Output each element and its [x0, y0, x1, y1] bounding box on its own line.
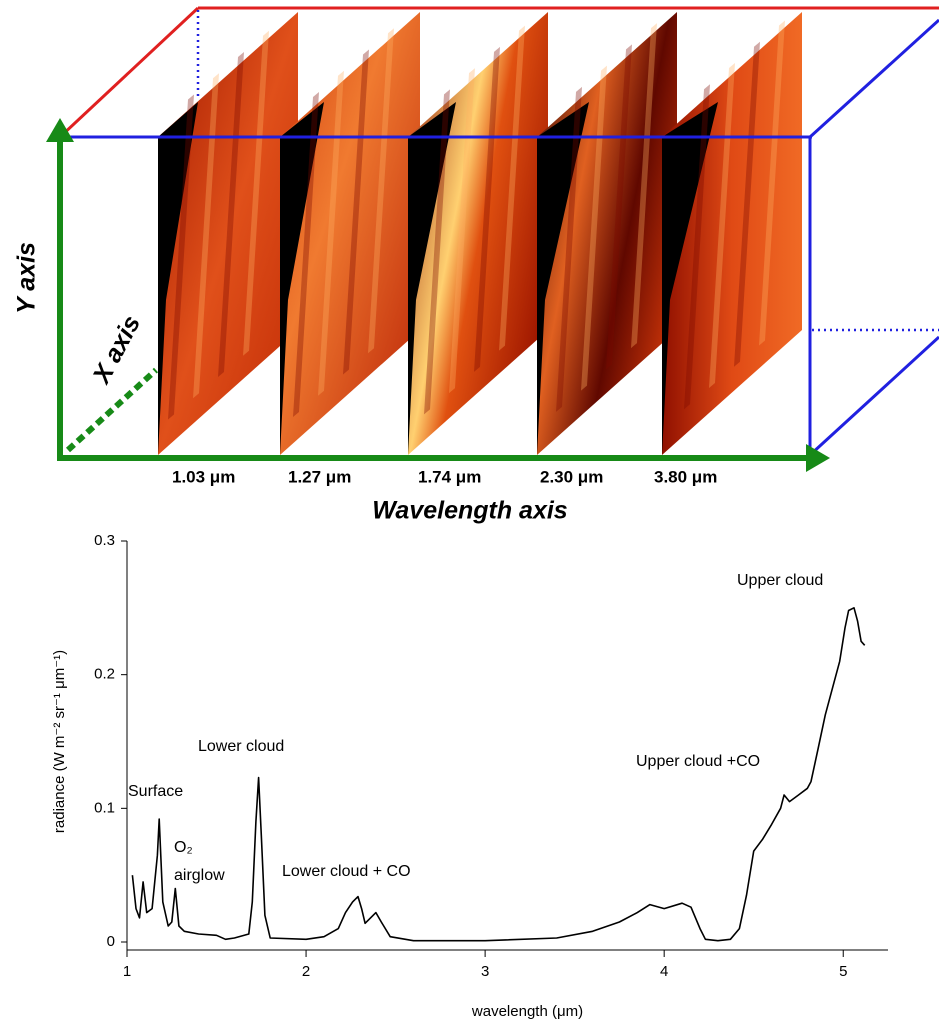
x-tick-label: 5 [839, 963, 847, 980]
slice-streak [581, 65, 607, 391]
slice-streak [759, 20, 785, 346]
x-tick-label: 1 [123, 963, 131, 980]
y-tick-label: 0 [107, 933, 115, 950]
slice-shadow [280, 102, 324, 455]
annotation: O₂ [174, 839, 193, 856]
slice-streak [293, 91, 319, 417]
x-tick-label: 4 [660, 963, 668, 980]
x-tick-label: 2 [302, 963, 310, 980]
slice-streak [193, 73, 219, 399]
x-axis-label: wavelength (μm) [471, 1003, 583, 1020]
arrowhead [46, 118, 74, 142]
y-tick-label: 0.3 [94, 532, 115, 549]
annotation: Lower cloud + CO [282, 863, 411, 880]
x-axis-label: X axis [87, 311, 147, 390]
slice-label: 1.03 μm [172, 467, 235, 486]
slice-streak [499, 25, 525, 351]
slice-streak [709, 63, 735, 389]
slice-streak [243, 30, 269, 356]
slice-streak [343, 49, 369, 375]
wavelength-axis-label: Wavelength axis [372, 497, 568, 525]
slice-streak [474, 46, 500, 372]
slice-streak [218, 52, 244, 377]
slices [158, 12, 802, 455]
slice-label: 3.80 μm [654, 467, 717, 486]
slice-streak [606, 44, 632, 370]
cube [58, 6, 939, 139]
y-tick-label: 0.2 [94, 666, 115, 683]
slice-label: 2.30 μm [540, 467, 603, 486]
edge [808, 18, 939, 139]
slice-label: 1.27 μm [288, 467, 351, 486]
arrowhead [806, 444, 830, 472]
slice-streak [734, 41, 760, 367]
x-tick-label: 3 [481, 963, 489, 980]
slice-streak [449, 68, 475, 394]
annotation: Upper cloud +CO [636, 753, 760, 770]
edge [58, 6, 200, 139]
slice-shadow [408, 102, 456, 455]
y-axis-label: Y axis [13, 242, 41, 314]
slice-streak [684, 84, 710, 410]
slice-streak [168, 94, 194, 420]
annotation: airglow [174, 867, 225, 884]
slice-streak [368, 28, 394, 354]
slice-shadow [662, 102, 718, 455]
slice-streak [318, 70, 344, 396]
slice-shadow [537, 102, 589, 455]
spectrum-chart: 0 0.1 0.2 0.3 1 2 3 4 5 wavelength (μm) radiance (… [51, 532, 888, 1020]
annotation: Lower cloud [198, 738, 284, 755]
y-tick-label: 0.1 [94, 799, 115, 816]
slice-streak [556, 86, 582, 412]
annotation: Upper cloud [737, 572, 823, 589]
annotation: Surface [128, 783, 183, 800]
x-axis-arrow [65, 367, 159, 453]
y-axis-label: radiance (W m⁻² sr⁻¹ μm⁻¹) [51, 650, 68, 833]
slice-streak [631, 23, 657, 349]
spectrum-line [131, 607, 866, 942]
slice-image [280, 12, 420, 455]
edge [808, 335, 939, 457]
slice-streak [424, 89, 450, 415]
slice-label: 1.74 μm [418, 467, 481, 486]
slice-shadow [158, 102, 198, 455]
